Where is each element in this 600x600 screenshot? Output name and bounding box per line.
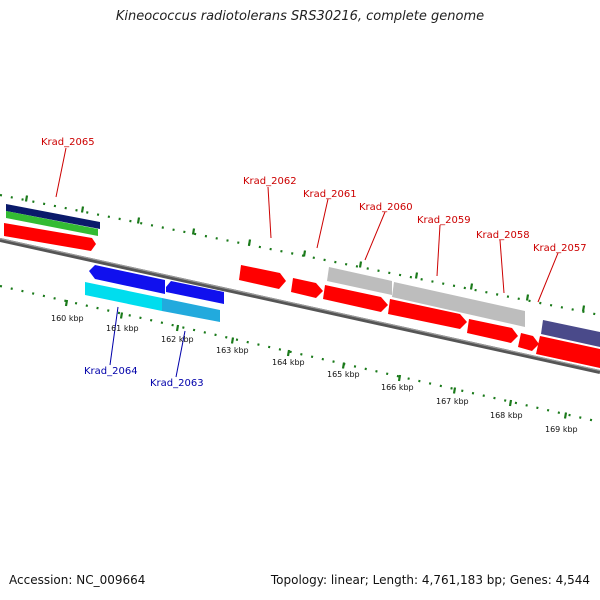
label-krad-2058[interactable]: Krad_2058	[476, 230, 530, 241]
tick-label-166: 166 kbp	[381, 383, 414, 392]
label-krad-2061[interactable]: Krad_2061	[303, 189, 357, 200]
gene-krad-2059-gray[interactable]	[392, 282, 525, 327]
gene-features	[4, 204, 600, 368]
tick-label-167: 167 kbp	[436, 397, 469, 406]
tick-label-160: 160 kbp	[51, 314, 84, 323]
top-gene-labels: Krad_2065 Krad_2062 Krad_2061 Krad_2060 …	[41, 137, 587, 254]
genome-backbone	[0, 238, 600, 374]
gene-krad-2065-navy[interactable]	[6, 204, 100, 229]
gene-krad-2065[interactable]	[4, 223, 96, 251]
label-krad-2065[interactable]: Krad_2065	[41, 137, 95, 148]
gene-krad-2058[interactable]	[467, 319, 518, 343]
bottom-gene-labels: Krad_2064 Krad_2063	[84, 366, 204, 389]
tick-label-168: 168 kbp	[490, 411, 523, 420]
label-krad-2062[interactable]: Krad_2062	[243, 176, 297, 187]
accession-label: Accession: NC_009664	[9, 573, 146, 587]
gene-krad-2061[interactable]	[291, 278, 323, 298]
label-krad-2057[interactable]: Krad_2057	[533, 243, 587, 254]
tick-label-161: 161 kbp	[106, 324, 139, 333]
gene-krad-2065-green[interactable]	[6, 211, 98, 236]
label-leaders	[55, 147, 559, 378]
coordinate-labels: 160 kbp 161 kbp 162 kbp 163 kbp 164 kbp …	[51, 314, 578, 434]
gene-krad-2057-slate[interactable]	[541, 320, 600, 347]
tick-label-163: 163 kbp	[216, 346, 249, 355]
label-krad-2063[interactable]: Krad_2063	[150, 378, 204, 389]
top-major-ticks	[24, 195, 586, 312]
label-krad-2064[interactable]: Krad_2064	[84, 366, 138, 377]
tick-label-165: 165 kbp	[327, 370, 360, 379]
label-krad-2060[interactable]: Krad_2060	[359, 202, 413, 213]
gene-krad-2064-blue[interactable]	[89, 265, 165, 294]
gene-krad-2057[interactable]	[536, 336, 600, 368]
bottom-major-ticks	[64, 299, 568, 419]
tick-label-162: 162 kbp	[161, 335, 194, 344]
label-krad-2059[interactable]: Krad_2059	[417, 215, 471, 226]
page-title: Kineococcus radiotolerans SRS30216, comp…	[115, 9, 485, 24]
gene-krad-2060-gray[interactable]	[327, 267, 392, 295]
gene-krad-2059[interactable]	[388, 299, 467, 329]
tick-label-164: 164 kbp	[272, 358, 305, 367]
gene-krad-2063[interactable]	[162, 298, 220, 322]
genome-summary: Topology: linear; Length: 4,761,183 bp; …	[270, 573, 590, 587]
gene-krad-2057-red[interactable]	[518, 333, 539, 351]
gene-krad-2064[interactable]	[85, 282, 162, 311]
gene-krad-2062[interactable]	[239, 265, 286, 289]
gene-krad-2060[interactable]	[323, 285, 388, 312]
tick-label-169: 169 kbp	[545, 425, 578, 434]
top-tick-track	[0, 193, 600, 317]
gene-krad-2063-blue[interactable]	[166, 281, 224, 304]
